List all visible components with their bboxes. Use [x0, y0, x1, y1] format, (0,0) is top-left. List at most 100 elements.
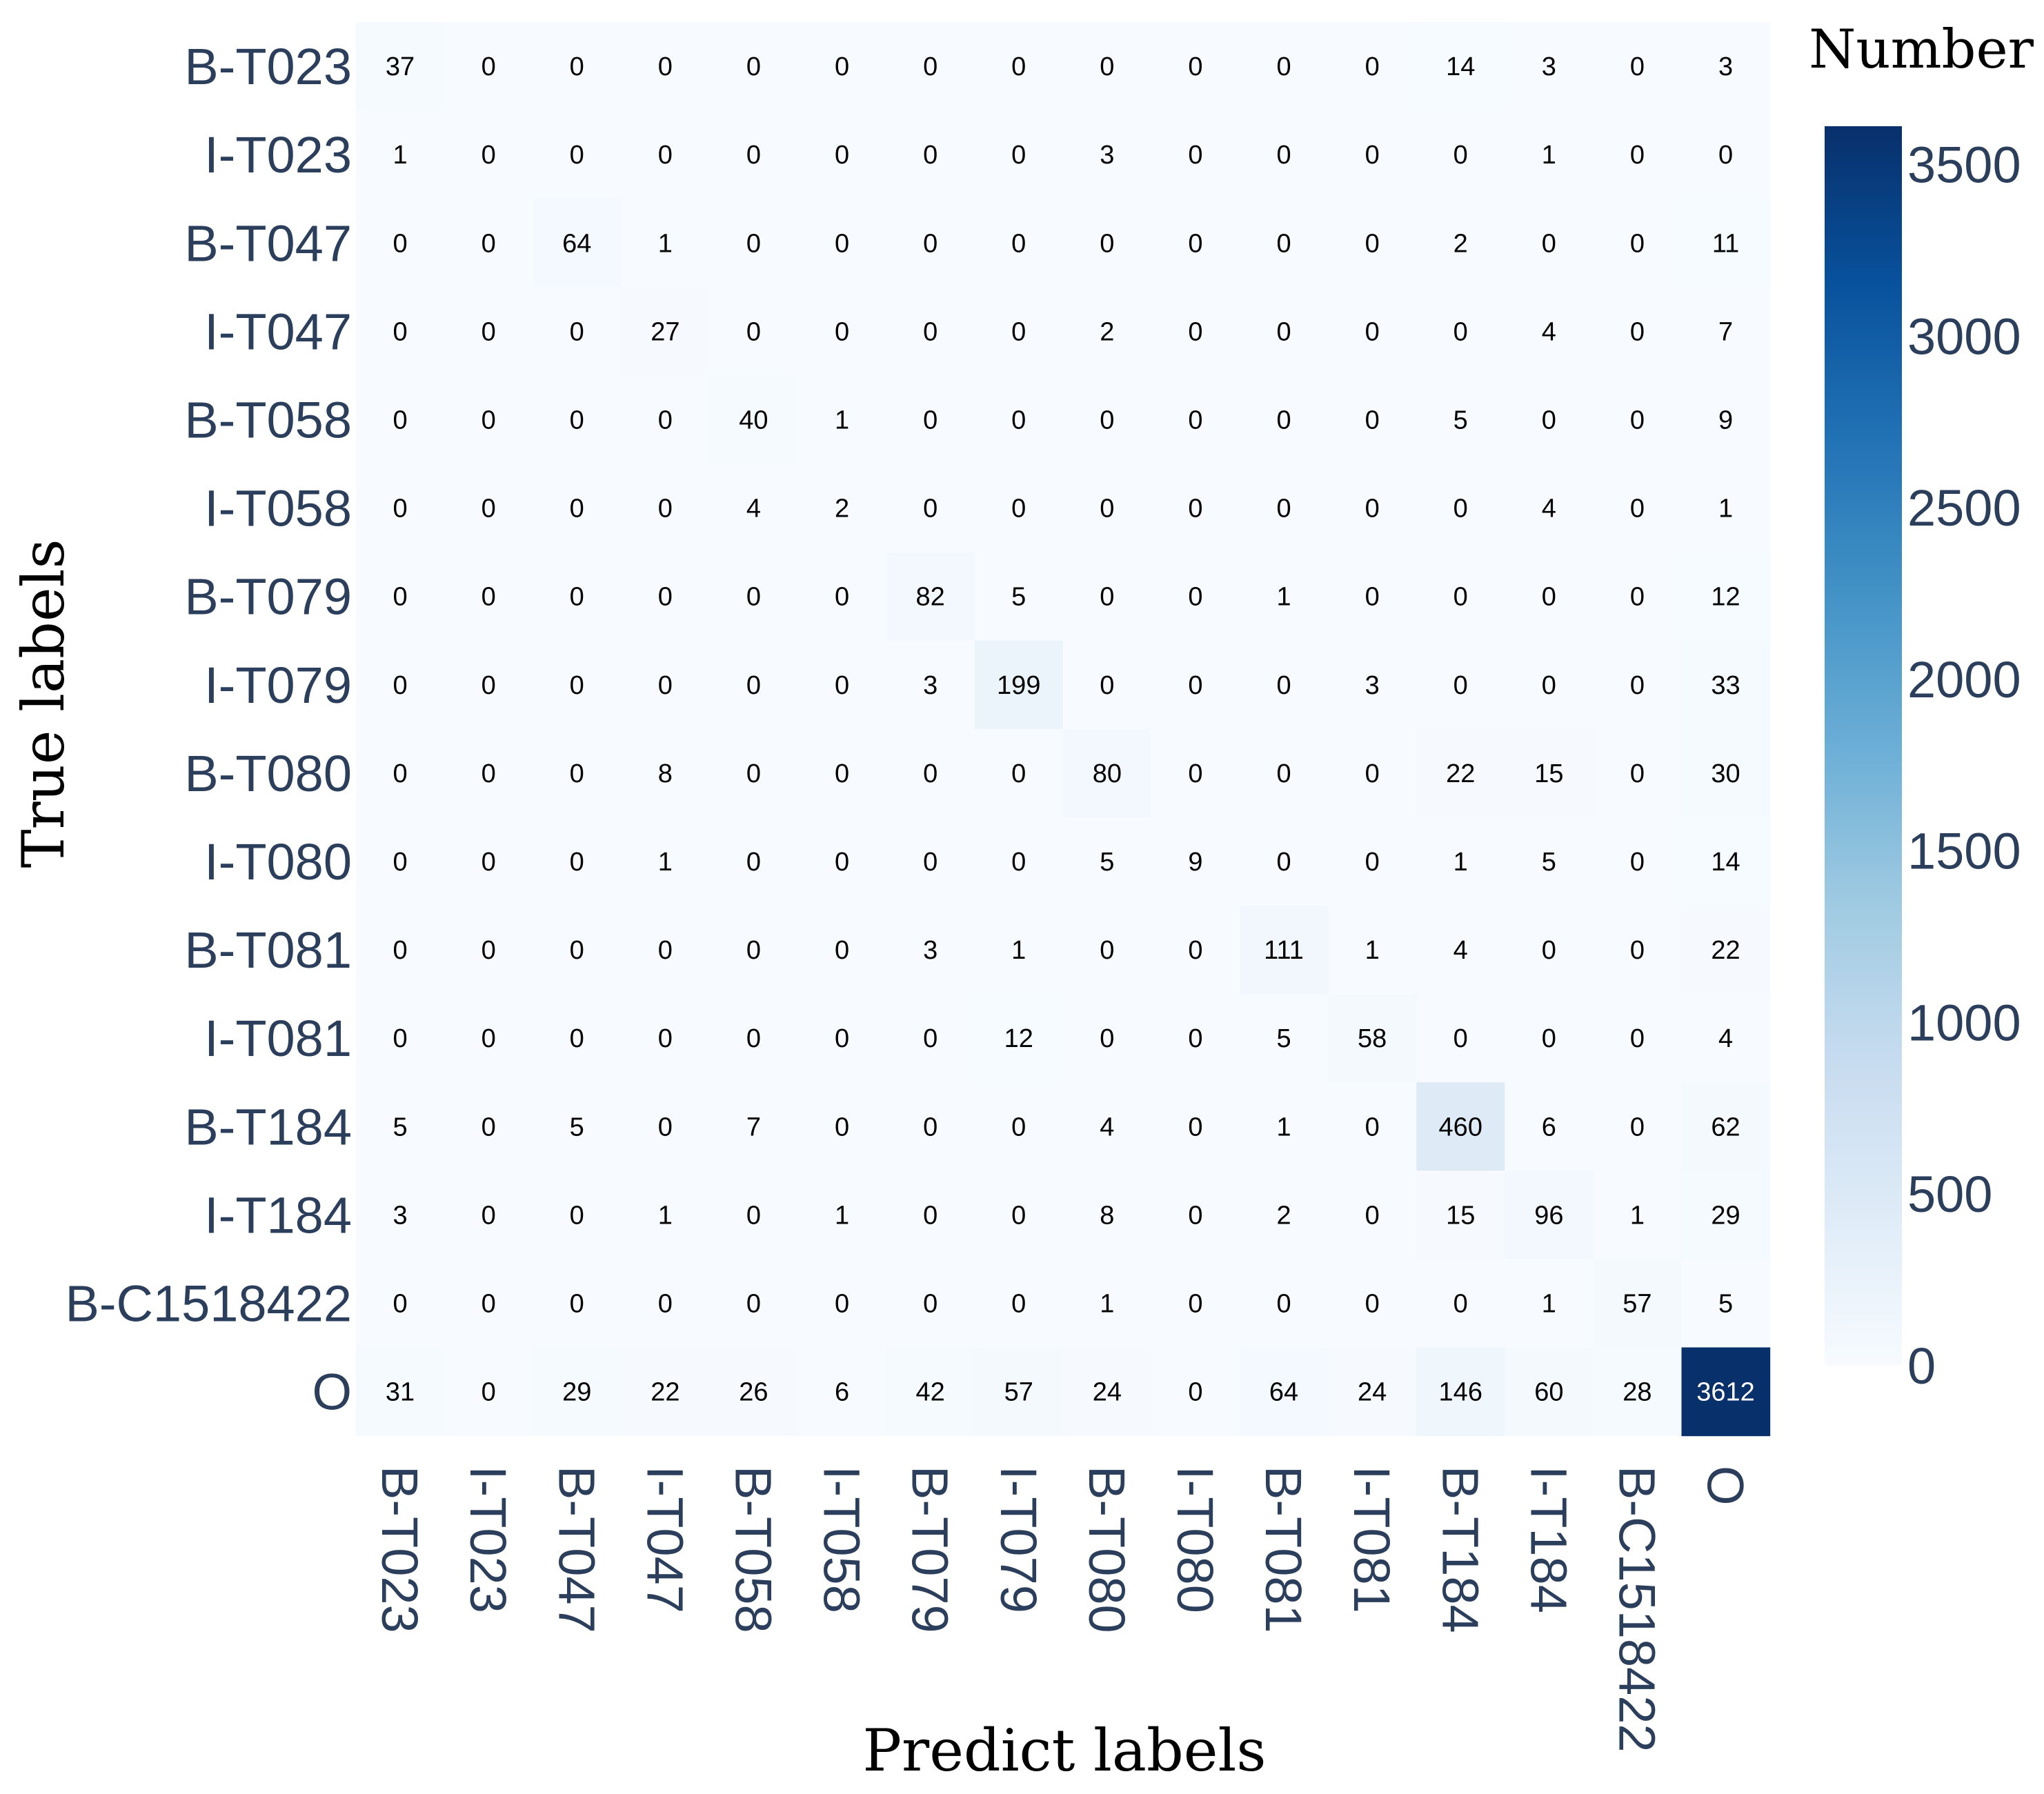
- cell-value-label: 30: [1711, 759, 1740, 788]
- heatmap-cell: [886, 640, 975, 730]
- heatmap-cell: [1593, 1259, 1683, 1348]
- cell-value-label: 0: [1011, 229, 1026, 258]
- y-tick-label: B-T023: [184, 38, 352, 95]
- heatmap-cell: [1062, 1082, 1152, 1171]
- heatmap-cell: [444, 1259, 533, 1348]
- heatmap-cell: [533, 817, 622, 906]
- cell-value-label: 0: [482, 583, 496, 612]
- cell-value-label: 0: [393, 1024, 407, 1053]
- cell-value-label: 62: [1711, 1113, 1740, 1142]
- heatmap-cell: [1328, 817, 1417, 906]
- colorbar-title: Number: [1809, 19, 2034, 81]
- cell-value-label: 0: [835, 583, 849, 612]
- heatmap-cell: [1328, 1347, 1417, 1437]
- cell-value-label: 3: [1365, 671, 1380, 700]
- cell-value-label: 0: [393, 229, 407, 258]
- heatmap-cell: [444, 1347, 533, 1437]
- heatmap-cell: [1062, 287, 1152, 376]
- cell-value-label: 14: [1446, 52, 1475, 81]
- heatmap-cells: [356, 22, 1771, 1437]
- heatmap-cell: [1062, 110, 1152, 199]
- heatmap-cell: [1681, 110, 1771, 199]
- heatmap-cell: [533, 110, 622, 199]
- heatmap-cell: [1328, 22, 1417, 111]
- heatmap-cell: [1593, 1082, 1683, 1171]
- cell-value-label: 0: [923, 848, 937, 877]
- cell-value-label: 33: [1711, 671, 1740, 700]
- cell-value-label: 3: [1542, 52, 1556, 81]
- cell-value-label: 0: [746, 671, 761, 700]
- heatmap-cell: [1240, 1082, 1329, 1171]
- heatmap-cell: [1240, 199, 1329, 288]
- heatmap-cell: [1240, 1170, 1329, 1259]
- cell-value-label: 0: [1276, 495, 1291, 524]
- heatmap-cell: [797, 464, 887, 553]
- cell-value-label: 0: [1718, 141, 1733, 170]
- heatmap-cell: [1062, 994, 1152, 1083]
- cell-value-label: 0: [1188, 936, 1202, 965]
- cell-value-label: 58: [1358, 1024, 1387, 1053]
- cell-value-label: 1: [1453, 848, 1468, 877]
- cell-value-label: 22: [1446, 759, 1475, 788]
- heatmap-cell: [1151, 1259, 1240, 1348]
- heatmap-cell: [1240, 906, 1329, 995]
- cell-value-label: 0: [1453, 141, 1468, 170]
- heatmap-cell: [1505, 728, 1594, 818]
- cell-value-label: 0: [1630, 141, 1645, 170]
- y-tick-label: B-T047: [184, 215, 352, 272]
- heatmap-cell: [1416, 906, 1505, 995]
- heatmap-cell: [1505, 199, 1594, 288]
- x-tick-label: I-T184: [1520, 1466, 1577, 1613]
- heatmap-cell: [1681, 22, 1771, 111]
- heatmap-cell: [1328, 1082, 1417, 1171]
- cell-value-label: 24: [1093, 1378, 1122, 1407]
- x-tick-label: I-T081: [1343, 1466, 1400, 1613]
- heatmap-cell: [533, 994, 622, 1083]
- cell-value-label: 0: [746, 317, 761, 346]
- cell-value-label: 0: [923, 759, 937, 788]
- cell-value-label: 5: [570, 1113, 584, 1142]
- cell-value-label: 0: [570, 1024, 584, 1053]
- heatmap-cell: [1151, 1170, 1240, 1259]
- cell-value-label: 0: [1630, 759, 1645, 788]
- heatmap-cell: [1416, 552, 1505, 641]
- heatmap-cell: [1593, 994, 1683, 1083]
- heatmap-cell: [709, 1170, 799, 1259]
- heatmap-cell: [709, 375, 799, 465]
- heatmap-cell: [533, 1259, 622, 1348]
- x-tick-label: I-T023: [459, 1466, 517, 1613]
- cell-value-label: 0: [658, 52, 673, 81]
- heatmap-cell: [974, 994, 1064, 1083]
- cell-value-label: 4: [1100, 1113, 1114, 1142]
- cell-value-label: 96: [1534, 1201, 1563, 1230]
- cell-value-label: 0: [1188, 229, 1202, 258]
- heatmap-cell: [1328, 1170, 1417, 1259]
- heatmap-cell: [709, 287, 799, 376]
- heatmap-cell: [797, 199, 887, 288]
- cell-value-label: 460: [1439, 1113, 1482, 1142]
- cell-value-label: 0: [658, 141, 673, 170]
- cell-value-label: 4: [1542, 495, 1556, 524]
- cell-value-label: 5: [1100, 848, 1114, 877]
- x-axis-title: Predict labels: [863, 1717, 1267, 1784]
- cell-value-label: 0: [1276, 317, 1291, 346]
- cell-value-label: 26: [739, 1378, 768, 1407]
- colorbar-tick-label: 2000: [1907, 651, 2021, 708]
- heatmap-cell: [444, 817, 533, 906]
- cell-value-label: 0: [570, 848, 584, 877]
- heatmap-cell: [356, 464, 445, 553]
- heatmap-cell: [621, 1170, 710, 1259]
- cell-value-label: 5: [1453, 406, 1468, 435]
- cell-value-label: 0: [1542, 406, 1556, 435]
- colorbar-tick-labels: 0 500 1000 1500 2000 2500 3000 3500: [1907, 137, 2021, 1395]
- y-tick-label: B-T058: [184, 391, 352, 448]
- cell-value-label: 0: [482, 495, 496, 524]
- x-tick-label: B-T058: [724, 1466, 782, 1633]
- colorbar-tick-label: 3000: [1907, 308, 2021, 365]
- heatmap-cell: [1505, 640, 1594, 730]
- cell-value-label: 0: [1365, 848, 1380, 877]
- heatmap-cell: [533, 906, 622, 995]
- heatmap-cell: [1240, 375, 1329, 465]
- heatmap-cell: [1505, 1082, 1594, 1171]
- heatmap-cell: [1151, 199, 1240, 288]
